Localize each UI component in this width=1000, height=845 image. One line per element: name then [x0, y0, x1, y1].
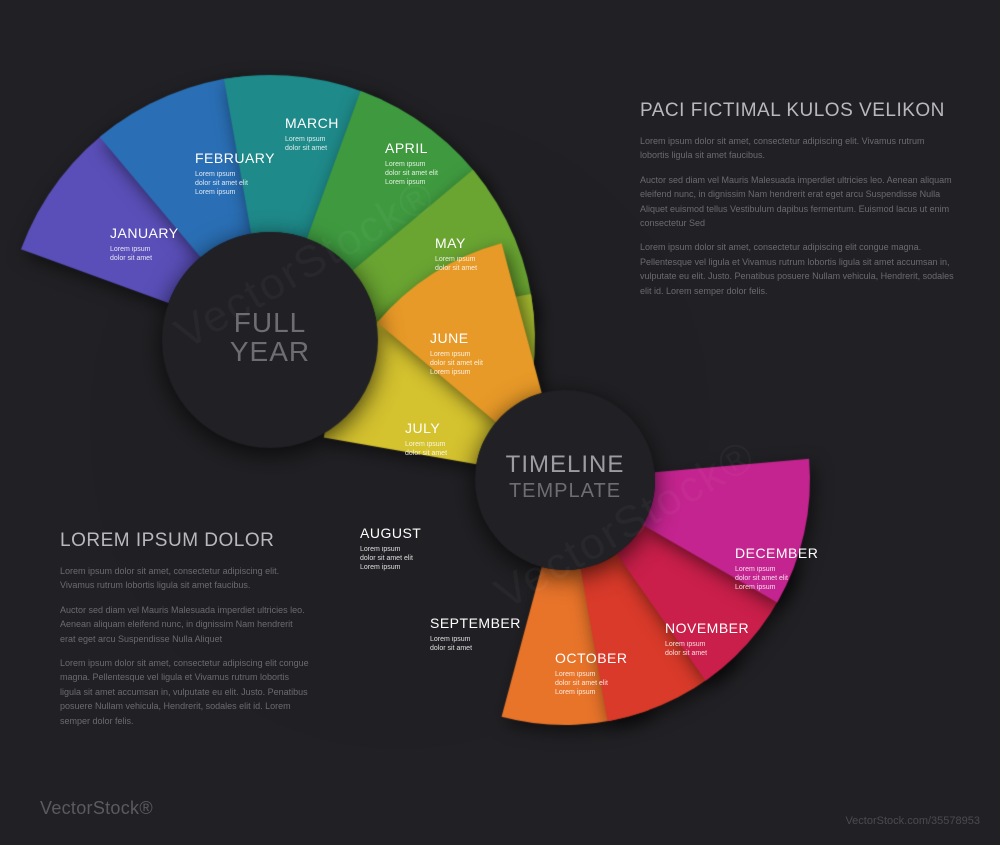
text-block-lower-left: LOREM IPSUM DOLORLorem ipsum dolor sit a…	[60, 530, 310, 738]
center-timeline-template: TIMELINETEMPLATE	[490, 452, 640, 502]
watermark-brand: VectorStock®	[40, 798, 153, 819]
text-block-upper-right: PACI FICTIMAL KULOS VELIKONLorem ipsum d…	[640, 100, 955, 308]
center-full-year: FULLYEAR	[200, 308, 340, 367]
watermark-id: VectorStock.com/35578953	[845, 815, 980, 827]
